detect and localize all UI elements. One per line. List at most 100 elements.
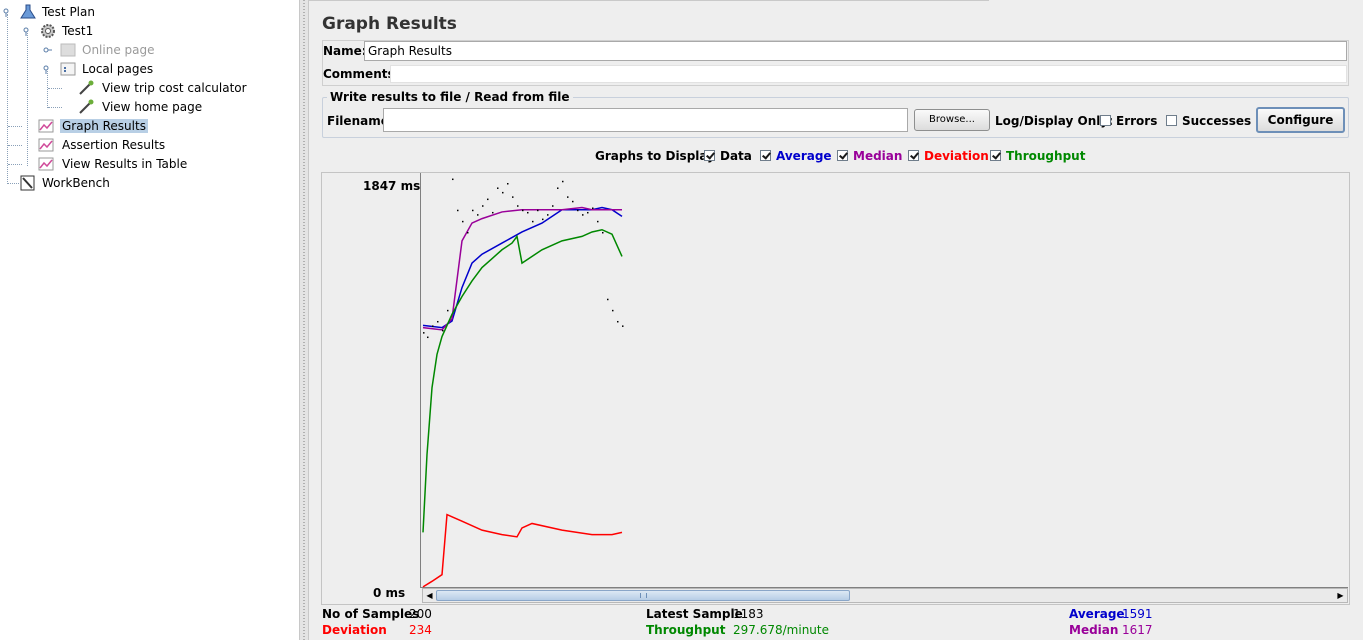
comments-field[interactable]	[390, 65, 1347, 83]
checkbox-box[interactable]	[1100, 115, 1111, 126]
successes-checkbox[interactable]: Successes	[1166, 114, 1251, 128]
data-point	[597, 220, 599, 223]
deviation-checkbox[interactable]: Deviation	[908, 149, 989, 163]
workbench-icon	[20, 175, 35, 191]
graph-icon	[38, 157, 54, 171]
tree-item-label: WorkBench	[42, 176, 110, 190]
scroll-left-icon[interactable]: ◀	[426, 591, 433, 600]
latest-sample-value: 1183	[733, 607, 764, 621]
median-line	[422, 206, 622, 331]
data-point	[472, 209, 474, 212]
name-comments-box	[322, 40, 1349, 86]
expand-handle-icon[interactable]	[43, 65, 52, 74]
checkbox-box[interactable]	[704, 150, 715, 161]
tree-connector	[48, 107, 62, 108]
data-point	[617, 320, 619, 323]
data-series	[423, 178, 624, 339]
median-stat-value: 1617	[1122, 623, 1153, 637]
tree-item-label: View Results in Table	[62, 157, 188, 171]
data-point	[437, 320, 439, 323]
throughput-series	[422, 228, 623, 533]
collapse-handle-icon[interactable]	[43, 46, 52, 55]
filename-input[interactable]	[383, 108, 908, 132]
tree-item-view-results-table[interactable]: View Results in Table	[8, 155, 189, 173]
data-point	[537, 209, 539, 212]
average-checkbox[interactable]: Average	[760, 149, 832, 163]
tree-item-online-page[interactable]: Online page	[42, 41, 157, 59]
median-series	[422, 206, 622, 331]
name-field[interactable]	[364, 41, 1347, 61]
throughput-line	[422, 228, 623, 533]
tree-connector	[48, 88, 62, 89]
average-label: Average	[776, 149, 832, 163]
data-point	[442, 329, 444, 332]
samples-value: 200	[409, 607, 432, 621]
deviation-line	[422, 513, 623, 588]
samples-label: No of Samples	[322, 607, 420, 621]
tree-item-test-plan[interactable]: Test Plan	[2, 3, 97, 21]
data-point	[612, 309, 614, 312]
data-point	[622, 325, 624, 327]
tree-item-label: View trip cost calculator	[102, 81, 247, 95]
throughput-checkbox[interactable]: Throughput	[990, 149, 1085, 163]
checkbox-box[interactable]	[1166, 115, 1177, 126]
deviation-series	[422, 513, 623, 588]
median-label: Median	[853, 149, 903, 163]
data-point	[432, 325, 434, 327]
scrollbar-thumb[interactable]	[436, 590, 850, 601]
tree-item-assertion-results[interactable]: Assertion Results	[8, 136, 167, 154]
browse-button[interactable]: Browse...	[914, 109, 990, 131]
tree-item-label: View home page	[102, 100, 203, 114]
expand-handle-icon[interactable]	[23, 27, 32, 36]
data-point	[487, 198, 489, 201]
checkbox-box[interactable]	[990, 150, 1001, 161]
data-point	[512, 196, 514, 198]
thread-group-gear-icon	[41, 24, 55, 38]
data-point	[592, 207, 594, 209]
data-point	[572, 200, 574, 203]
log-display-label: Log/Display Only:	[995, 114, 1113, 128]
tree-item-workbench[interactable]: WorkBench	[2, 174, 112, 192]
checkbox-box[interactable]	[837, 150, 848, 161]
tree-item-graph-results[interactable]: Graph Results	[8, 117, 148, 135]
split-pane-divider[interactable]	[299, 0, 309, 640]
tree-item-view-trip-cost[interactable]: View trip cost calculator	[48, 79, 249, 97]
graph-chart	[420, 173, 1348, 588]
checkbox-box[interactable]	[760, 150, 771, 161]
tree-item-local-pages[interactable]: Local pages	[42, 60, 155, 78]
data-point	[532, 220, 534, 223]
comments-label: Comments:	[323, 67, 400, 81]
data-point	[502, 191, 504, 194]
tree-connector	[8, 126, 22, 127]
data-point	[492, 211, 494, 214]
deviation-label: Deviation	[924, 149, 989, 163]
data-point	[552, 205, 554, 207]
data-point	[517, 205, 519, 207]
data-point	[522, 209, 524, 212]
average-stat-label: Average	[1069, 607, 1125, 621]
deviation-stat-label: Deviation	[322, 623, 387, 637]
errors-checkbox[interactable]: Errors	[1100, 114, 1157, 128]
throughput-label: Throughput	[1006, 149, 1086, 163]
data-point	[577, 209, 579, 212]
tree-connector	[8, 145, 22, 146]
data-point	[567, 196, 569, 198]
checkbox-box[interactable]	[908, 150, 919, 161]
horizontal-scrollbar[interactable]: ◀ ▶	[422, 588, 1348, 603]
y-axis-min-label: 0 ms	[373, 586, 406, 600]
tree-item-view-home-page[interactable]: View home page	[48, 98, 204, 116]
configure-button[interactable]: Configure	[1256, 107, 1345, 133]
tree-item-test1[interactable]: Test1	[22, 22, 95, 40]
data-checkbox[interactable]: Data	[704, 149, 752, 163]
http-sampler-icon	[79, 80, 94, 95]
median-checkbox[interactable]: Median	[837, 149, 902, 163]
data-point	[507, 183, 509, 185]
name-label: Name:	[323, 44, 367, 58]
data-point	[542, 218, 544, 221]
expand-handle-icon[interactable]	[3, 8, 12, 17]
tree-connector	[27, 33, 28, 166]
test-plan-tree[interactable]: Test Plan Test1 Online page Local pages …	[0, 0, 299, 640]
file-section-legend: Write results to file / Read from file	[327, 90, 573, 104]
tree-item-label: Test1	[62, 24, 94, 38]
scroll-right-icon[interactable]: ▶	[1337, 591, 1344, 600]
